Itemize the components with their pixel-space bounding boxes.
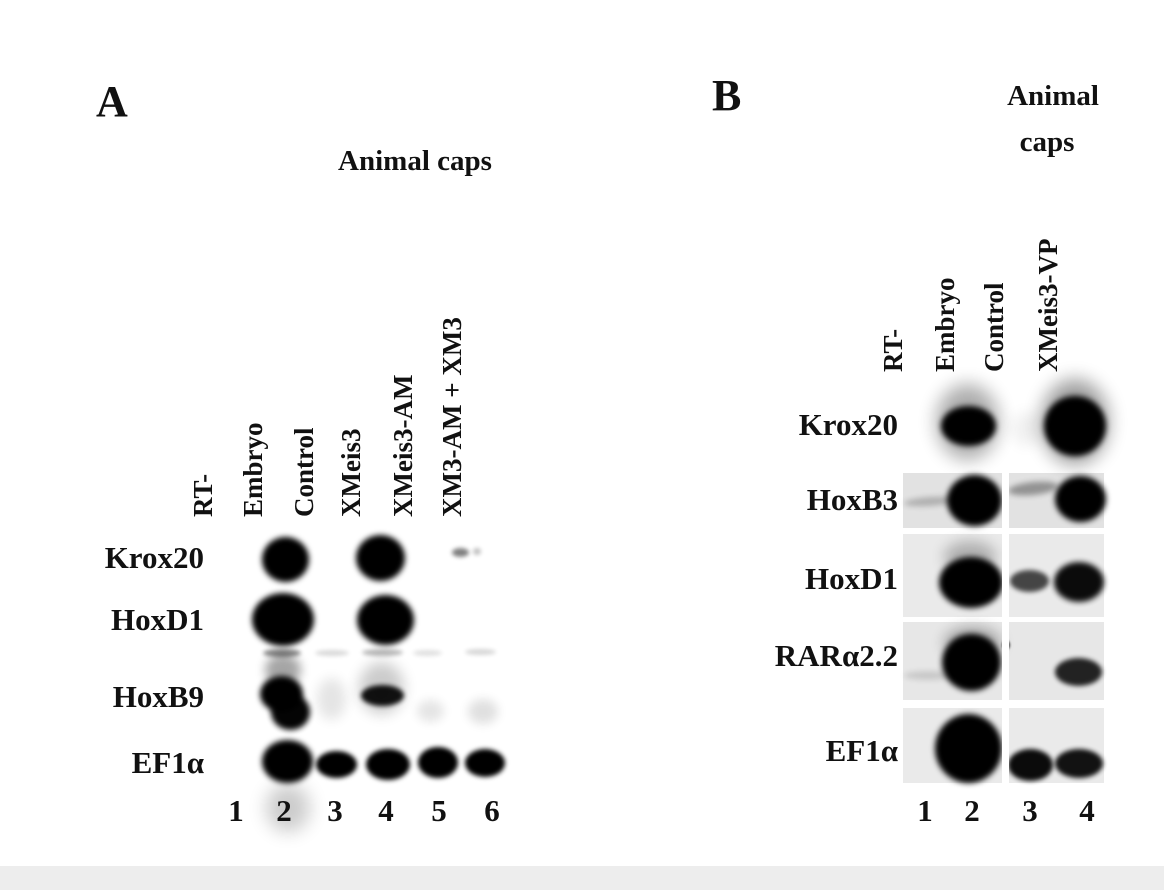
gel-band (418, 747, 458, 778)
gel-band (362, 649, 403, 656)
panel-a-lane-number-4: 4 (378, 793, 394, 828)
panel-b-row-label-ef1a: EF1α (825, 733, 898, 768)
panel-a-lane-number-3: 3 (327, 793, 343, 828)
gel-band (1054, 562, 1104, 602)
panel-a-lane-label-control: Control (289, 427, 319, 517)
gel-band (361, 685, 404, 706)
panel-a-label: A (96, 77, 128, 126)
gel-band (1008, 749, 1053, 781)
gel-band (941, 406, 996, 446)
film-splice-divider (1002, 622, 1009, 700)
gel-band (356, 535, 405, 581)
gel-band (473, 548, 481, 555)
gel-band (942, 634, 1001, 691)
gel-band (1055, 476, 1106, 522)
panel-b-lane-number-4: 4 (1079, 793, 1095, 828)
gel-band (939, 557, 1003, 608)
panel-a-row-label-krox20: Krox20 (104, 540, 204, 575)
film-splice-divider (1002, 534, 1009, 617)
panel-a-lane-label-xm3-am-plus-xm3: XM3-AM + XM3 (437, 317, 467, 517)
gel-band (1012, 412, 1042, 446)
panel-a-row-label-hoxb9: HoxB9 (112, 679, 204, 714)
gel-band (935, 714, 1002, 783)
gel-band (417, 700, 444, 722)
gel-band (366, 749, 410, 780)
panel-b-lane-label-embryo: Embryo (930, 277, 960, 373)
panel-b-lane-number-2: 2 (964, 793, 980, 828)
panel-a-lane-label-xmeis3-am: XMeis3-AM (388, 374, 418, 517)
gel-band (271, 694, 310, 730)
panel-b-row-label-hoxb3: HoxB3 (806, 482, 898, 517)
gel-band (452, 548, 469, 557)
panel-b-label: B (712, 71, 742, 120)
gel-band (1055, 749, 1103, 778)
panel-b-header-line2: caps (1019, 126, 1075, 158)
gel-band (1055, 658, 1102, 686)
panel-a-header: Animal caps (338, 145, 492, 177)
panel-a-row-label-ef1a: EF1α (131, 745, 204, 780)
panel-a-lane-number-5: 5 (431, 793, 447, 828)
gel-band (1010, 570, 1049, 592)
gel-band (317, 678, 346, 720)
panel-b-lane-label-control: Control (979, 282, 1009, 372)
panel-a-row-label-hoxd1: HoxD1 (111, 602, 204, 637)
gel-band (357, 595, 414, 645)
gel-band (262, 537, 309, 582)
gel-band (1044, 396, 1106, 456)
panel-b-row-label-krox20: Krox20 (798, 407, 898, 442)
panel-b-row-label-rara22: RARα2.2 (774, 638, 898, 673)
panel-a-lane-label-xmeis3: XMeis3 (336, 428, 366, 517)
panel-b-lane-label-rt-minus: RT- (878, 328, 908, 372)
gel-band (904, 671, 952, 680)
panel-b-row-label-hoxd1: HoxD1 (805, 561, 898, 596)
gel-band (465, 649, 496, 655)
gel-band (947, 475, 1002, 526)
gel-band (263, 649, 301, 657)
panel-a-lane-label-rt-minus: RT- (188, 473, 218, 517)
panel-b-header-line1: Animal (1007, 80, 1099, 112)
panel-b-lane-number-1: 1 (917, 793, 933, 828)
gel-band (266, 784, 310, 832)
panel-b-lane-number-3: 3 (1022, 793, 1038, 828)
gel-band (262, 740, 313, 783)
gel-band (252, 593, 314, 646)
film-splice-divider (1002, 473, 1009, 528)
gel-band (315, 650, 349, 656)
bottom-gutter (0, 866, 1164, 890)
gel-band (413, 650, 442, 656)
film-splice-divider (1002, 708, 1009, 783)
gel-band (465, 749, 505, 777)
panel-b-lane-label-xmeis3-vp: XMeis3-VP (1033, 238, 1063, 372)
panel-a-lane-number-1: 1 (228, 793, 244, 828)
panel-a-lane-number-2: 2 (276, 793, 292, 828)
gel-band (316, 751, 357, 778)
gel-band (468, 699, 498, 724)
panel-a-lane-label-embryo: Embryo (238, 422, 268, 518)
panel-a-lane-number-6: 6 (484, 793, 500, 828)
